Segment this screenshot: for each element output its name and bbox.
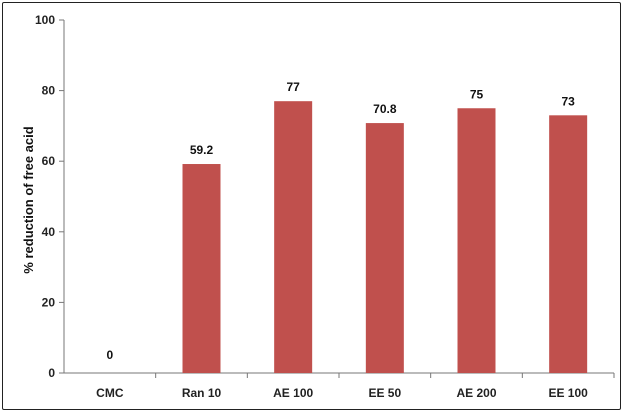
bar <box>274 101 313 373</box>
data-label: 73 <box>561 94 575 108</box>
y-tick-label: 40 <box>42 225 56 239</box>
x-tick-label: Ran 10 <box>182 386 222 400</box>
data-label: 75 <box>470 87 484 101</box>
y-tick-label: 20 <box>42 295 56 309</box>
x-tick-label: AE 200 <box>456 386 496 400</box>
y-tick-label: 60 <box>42 154 56 168</box>
bar <box>365 123 404 374</box>
x-tick-label: CMC <box>96 386 124 400</box>
y-ticks: 0 20 40 60 80 100 <box>35 13 64 380</box>
y-tick-label: 100 <box>35 13 55 27</box>
x-ticks: CMC Ran 10 AE 100 EE 50 AE 200 EE 100 <box>96 373 615 400</box>
data-label: 0 <box>106 348 113 362</box>
bar <box>549 115 588 373</box>
data-labels: 0 59.2 77 70.8 75 73 <box>106 80 575 362</box>
y-tick-label: 0 <box>48 366 55 380</box>
bar <box>182 164 221 373</box>
x-tick-label: AE 100 <box>273 386 313 400</box>
x-tick-label: EE 50 <box>368 386 401 400</box>
bars <box>182 101 588 374</box>
bar <box>457 108 496 373</box>
data-label: 77 <box>286 80 300 94</box>
data-label: 59.2 <box>190 143 214 157</box>
y-tick-label: 80 <box>42 84 56 98</box>
axes <box>63 20 614 374</box>
x-tick-label: EE 100 <box>548 386 588 400</box>
data-label: 70.8 <box>373 102 397 116</box>
y-axis-label: % reduction of free acid <box>21 126 36 273</box>
